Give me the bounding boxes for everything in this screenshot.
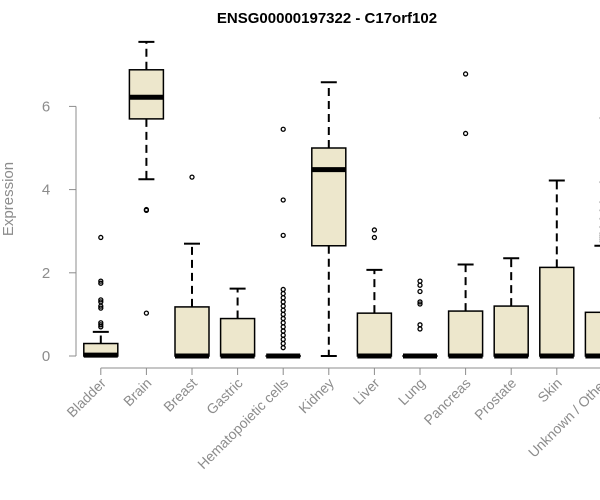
x-tick-label: Brain	[120, 375, 154, 409]
outlier-point	[417, 322, 423, 328]
x-tick-label: Gastric	[203, 375, 246, 418]
outlier-point	[280, 303, 286, 309]
outlier-point	[417, 288, 423, 295]
x-tick-label: Skin	[534, 375, 565, 406]
x-tick-label: Prostate	[471, 375, 519, 423]
iqr-box	[493, 305, 529, 357]
outlier-point	[280, 286, 286, 293]
box-liver	[356, 227, 393, 359]
box-unknown-other	[584, 116, 600, 359]
outlier-point	[98, 303, 104, 309]
outlier-point	[280, 197, 286, 203]
outlier-point	[280, 345, 286, 351]
x-tick-label: Breast	[160, 375, 200, 415]
outlier-point	[417, 299, 423, 305]
iqr-box	[584, 311, 600, 357]
iqr-box	[311, 147, 347, 247]
outlier-point	[280, 126, 286, 132]
box-pancreas	[447, 71, 484, 359]
iqr-box	[128, 69, 165, 120]
outlier-point	[280, 315, 286, 322]
outlier-point	[280, 311, 286, 318]
outlier-point	[98, 234, 104, 241]
box-hematopoietic-cells	[265, 126, 301, 359]
outlier-point	[280, 336, 286, 343]
outlier-point	[371, 234, 378, 241]
x-tick-label: Bladder	[63, 375, 109, 421]
outlier-point	[280, 232, 286, 239]
outlier-point	[143, 310, 150, 316]
outlier-point	[280, 324, 286, 330]
iqr-box	[174, 306, 210, 357]
box-lung	[402, 278, 438, 359]
y-tick-label: 6	[42, 98, 50, 115]
boxes	[83, 40, 600, 359]
outlier-point	[98, 305, 104, 311]
box-brain	[128, 40, 165, 316]
iqr-box	[219, 317, 256, 357]
outlier-point	[417, 278, 423, 284]
outlier-point	[280, 295, 286, 301]
y-axis-label: Expression	[0, 162, 17, 236]
outlier-point	[143, 207, 150, 214]
outlier-point	[280, 299, 286, 305]
outlier-point	[462, 130, 469, 137]
x-tick-label: Pancreas	[421, 375, 474, 428]
outlier-point	[280, 328, 286, 334]
outlier-point	[462, 71, 469, 77]
outlier-point	[371, 227, 378, 233]
x-tick-label: Liver	[350, 375, 383, 408]
box-skin	[539, 179, 575, 359]
y-tick-label: 2	[42, 265, 50, 282]
chart-title: ENSG00000197322 - C17orf102	[217, 10, 437, 27]
outlier-point	[98, 324, 104, 330]
axes: 0 2 4 6	[42, 98, 600, 375]
iqr-box	[539, 266, 575, 357]
outlier-point	[417, 282, 423, 288]
outlier-point	[417, 301, 423, 307]
box-breast	[174, 174, 210, 359]
y-tick-label: 4	[42, 182, 50, 199]
box-gastric	[219, 287, 256, 359]
iqr-box	[447, 310, 484, 357]
outlier-point	[98, 297, 104, 303]
outlier-point	[280, 340, 286, 347]
iqr-box	[356, 312, 393, 357]
outlier-point	[280, 332, 286, 338]
x-tick-label: Lung	[395, 375, 428, 408]
outlier-point	[417, 326, 423, 332]
x-tick-label: Hematopoietic cells	[194, 375, 291, 472]
outlier-point	[189, 174, 195, 180]
box-kidney	[311, 81, 347, 357]
outlier-point	[280, 320, 286, 326]
outlier-point	[98, 322, 104, 328]
box-bladder	[83, 234, 119, 358]
outlier-point	[280, 307, 286, 313]
outlier-point	[98, 278, 104, 284]
y-tick-label: 0	[42, 348, 50, 365]
x-tick-label: Kidney	[295, 375, 337, 417]
outlier-point	[280, 290, 286, 297]
box-prostate	[493, 257, 529, 359]
outlier-point	[98, 280, 104, 286]
